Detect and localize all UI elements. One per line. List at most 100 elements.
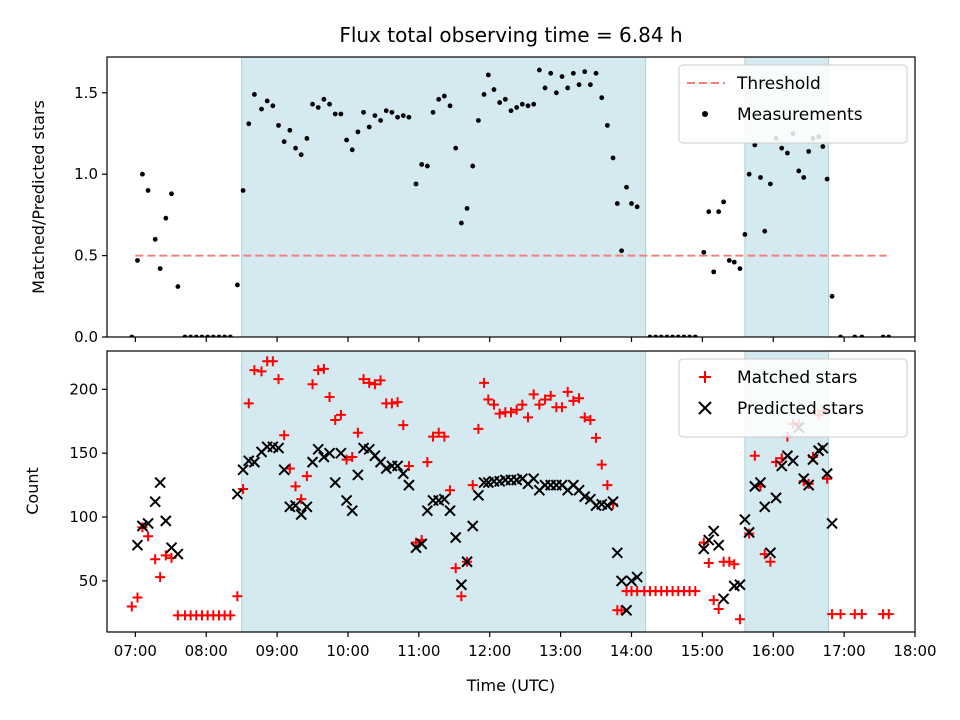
- plot-area: [126, 356, 894, 625]
- measurement-point: [332, 111, 338, 117]
- predicted-stars-point: [717, 593, 730, 605]
- matched-stars-point: [827, 609, 838, 620]
- measurement-point: [820, 144, 826, 149]
- predicted-stars-point: [703, 534, 715, 546]
- measurement-point: [806, 149, 812, 154]
- predicted-stars-point: [278, 464, 290, 476]
- measurement-point: [706, 209, 712, 215]
- predicted-stars-point: [467, 520, 479, 532]
- matched-stars-point: [358, 374, 369, 385]
- predicted-stars-point: [817, 442, 829, 454]
- predicted-stars-point: [380, 462, 392, 475]
- matched-stars-point: [143, 531, 154, 542]
- measurement-point: [758, 175, 763, 180]
- matched-stars-point: [835, 609, 846, 620]
- plot-area: [129, 67, 892, 337]
- measurement-point: [163, 215, 169, 221]
- predicted-stars-point: [601, 499, 614, 512]
- matched-stars-point: [369, 379, 380, 390]
- legend-predicted-swatch: [698, 401, 712, 415]
- measurement-point: [752, 142, 758, 148]
- matched-stars-point: [318, 363, 329, 374]
- matched-stars-point: [690, 586, 701, 597]
- measurement-point: [525, 103, 531, 109]
- measurement-point: [559, 74, 565, 79]
- predicted-stars-point: [787, 455, 799, 467]
- measurement-point: [441, 93, 447, 99]
- x-tick-label: 12:00: [468, 642, 511, 660]
- matched-stars-point: [132, 592, 143, 603]
- predicted-stars-point: [272, 442, 285, 454]
- measurement-point: [327, 101, 332, 107]
- measurement-point: [514, 105, 520, 110]
- predicted-stars-point: [749, 480, 761, 493]
- measurement-point: [349, 147, 355, 153]
- measurement-point: [599, 95, 605, 101]
- measurement-point: [481, 92, 487, 97]
- predicted-stars-point: [620, 604, 633, 616]
- measurement-point: [593, 70, 599, 76]
- matched-stars-point: [749, 450, 760, 461]
- predicted-stars-point: [759, 501, 771, 513]
- measurement-point: [762, 228, 768, 234]
- measurement-point: [508, 108, 514, 114]
- predicted-stars-point: [352, 469, 364, 481]
- measurement-point: [570, 70, 576, 76]
- measurement-point: [610, 155, 616, 161]
- measurement-point: [542, 85, 548, 91]
- measurement-point: [366, 124, 372, 130]
- measurement-point: [742, 232, 748, 237]
- matched-stars-point: [506, 407, 516, 418]
- matched-stars-point: [568, 395, 579, 406]
- predicted-stars-point: [323, 447, 336, 459]
- legend-label: Measurements: [737, 105, 863, 125]
- matched-stars-point: [225, 610, 236, 621]
- measurement-point: [298, 152, 304, 158]
- matched-stars-point: [330, 414, 341, 425]
- measurement-point: [619, 248, 624, 254]
- measurement-point: [634, 204, 640, 210]
- predicted-stars-point: [444, 504, 456, 517]
- matched-stars-point: [150, 554, 161, 565]
- predicted-stars-point: [346, 504, 358, 517]
- measurement-point: [604, 122, 610, 128]
- y-tick-label: 100: [69, 508, 98, 526]
- matched-stars-point: [428, 431, 439, 442]
- predicted-stars-point: [455, 579, 468, 591]
- x-tick-label: 18:00: [893, 642, 936, 660]
- matched-stars-point: [540, 394, 551, 405]
- predicted-stars-point: [712, 539, 725, 551]
- legend: Matched stars Predicted stars: [678, 358, 908, 438]
- predicted-stars-point: [776, 460, 788, 472]
- measurement-point: [281, 139, 287, 145]
- measurement-point: [246, 121, 252, 127]
- matched-stars-point: [713, 604, 724, 615]
- matched-stars-point: [243, 398, 254, 409]
- predicted-stars-point: [289, 499, 302, 512]
- measurement-point: [801, 175, 807, 180]
- measurement-point: [436, 96, 442, 102]
- measurement-point: [701, 249, 707, 255]
- predicted-stars-point: [615, 575, 628, 587]
- matched-stars-point: [126, 601, 137, 612]
- predicted-stars-point: [237, 464, 249, 476]
- measurement-point: [157, 266, 163, 272]
- measurement-point: [264, 98, 270, 104]
- matched-stars-point: [479, 377, 490, 388]
- matched-stars-point: [256, 366, 267, 377]
- matched-stars-point: [398, 420, 409, 431]
- legend-box: [678, 64, 908, 144]
- matched-stars-point: [313, 365, 324, 376]
- x-tick-label: 09:00: [255, 642, 298, 660]
- matched-stars-point: [290, 481, 301, 492]
- y-tick-label: 0.0: [74, 328, 98, 346]
- predicted-stars-point: [295, 508, 307, 521]
- matched-stars-point: [160, 550, 171, 561]
- measurement-point: [447, 103, 453, 109]
- measurement-point: [453, 145, 459, 151]
- measurement-point: [779, 145, 785, 151]
- predicted-stars-point: [461, 556, 473, 568]
- measurement-point: [389, 109, 395, 115]
- measurement-point: [548, 70, 554, 76]
- measurement-point: [785, 150, 790, 156]
